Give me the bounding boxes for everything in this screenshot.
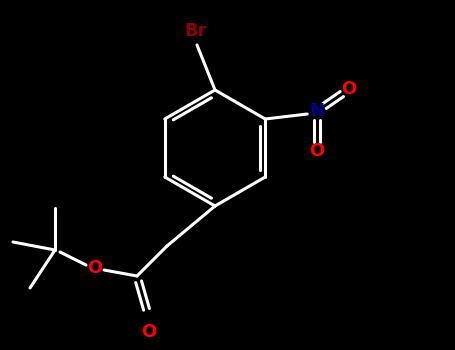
Text: N: N xyxy=(310,102,325,120)
Text: O: O xyxy=(87,259,103,277)
Text: Br: Br xyxy=(185,22,207,40)
Text: O: O xyxy=(309,142,325,160)
Text: O: O xyxy=(142,323,157,341)
Text: O: O xyxy=(342,80,357,98)
